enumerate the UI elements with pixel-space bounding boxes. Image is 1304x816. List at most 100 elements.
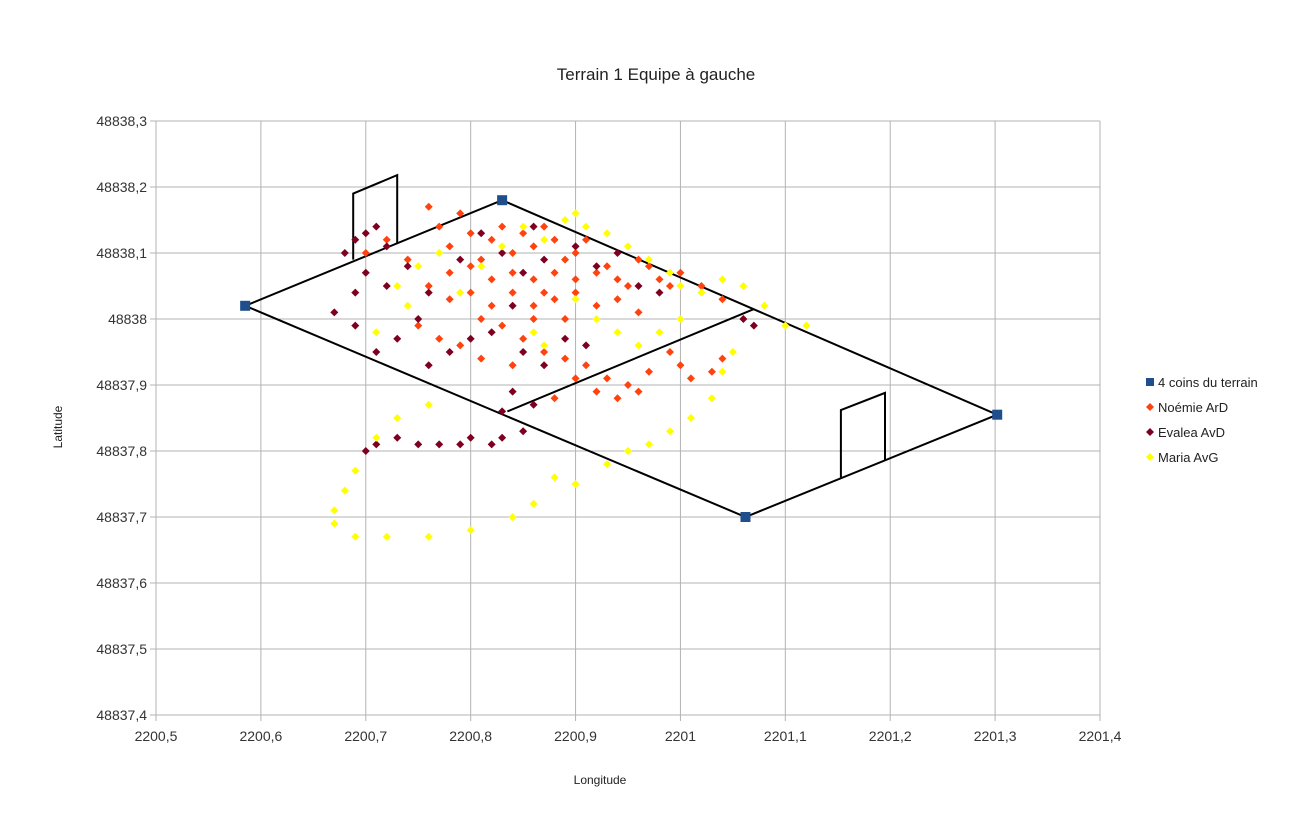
data-point [487, 235, 496, 244]
legend: 4 coins du terrain Noémie ArD Evalea AvD Ma… [1146, 375, 1258, 465]
x-tick-label: 2200,5 [135, 728, 178, 744]
data-point [477, 229, 486, 238]
data-point [739, 315, 748, 323]
x-tick-label: 2201,1 [764, 728, 807, 744]
data-point [571, 209, 580, 218]
data-point [414, 262, 423, 271]
data-point [540, 222, 549, 231]
data-point [718, 275, 727, 284]
data-point [665, 348, 674, 356]
data-point [498, 407, 507, 416]
data-point [508, 301, 517, 310]
data-point [372, 433, 381, 442]
x-tick-label: 2200,8 [449, 728, 492, 744]
data-point [718, 367, 727, 376]
data-point [351, 288, 360, 297]
data-point [603, 374, 612, 383]
legend-marker [1146, 428, 1154, 436]
data-point [529, 242, 538, 251]
data-point [393, 433, 402, 442]
data-point [676, 268, 685, 277]
data-point [613, 275, 622, 284]
data-point [372, 348, 381, 356]
legend-marker [1146, 453, 1154, 461]
data-point [498, 249, 507, 257]
corner-point [240, 300, 251, 311]
data-point [697, 288, 706, 297]
data-point [361, 268, 370, 277]
data-point [592, 387, 601, 396]
data-point [498, 321, 507, 330]
data-point [466, 433, 475, 442]
data-point [571, 374, 580, 383]
data-point [634, 308, 643, 317]
data-point [644, 255, 653, 264]
data-point [529, 315, 538, 323]
data-point [466, 229, 475, 238]
data-point [550, 235, 559, 244]
data-point [624, 447, 632, 455]
legend-label: Noémie ArD [1158, 400, 1228, 415]
data-point [634, 255, 643, 264]
y-axis-label: Latitude [51, 405, 65, 448]
data-point [655, 275, 664, 284]
y-tick-label: 48837,8 [96, 443, 147, 459]
legend-label: Evalea AvD [1158, 425, 1225, 440]
data-point [445, 242, 454, 251]
data-point [529, 275, 538, 284]
data-point [382, 235, 391, 244]
data-point [571, 249, 580, 257]
data-point [519, 427, 528, 436]
data-point [582, 341, 591, 350]
data-point [456, 209, 465, 218]
data-point [582, 361, 591, 370]
data-point [330, 308, 339, 317]
data-point [603, 262, 612, 271]
data-point [718, 295, 727, 304]
data-point [435, 249, 444, 257]
data-point [498, 222, 507, 231]
data-point [372, 328, 381, 337]
data-point [424, 361, 433, 370]
data-point [445, 348, 454, 356]
grid [155, 120, 1101, 716]
data-point [351, 321, 360, 330]
data-point [414, 321, 423, 330]
data-point [508, 288, 517, 297]
y-tick-label: 48838,1 [96, 245, 147, 261]
data-point [634, 341, 643, 350]
data-point [540, 348, 549, 356]
data-point [477, 255, 486, 264]
data-point [634, 282, 643, 290]
data-point [456, 341, 465, 350]
data-point [686, 374, 695, 383]
data-point [414, 315, 423, 323]
data-point [382, 242, 391, 251]
data-point [519, 268, 528, 277]
data-point [456, 440, 465, 449]
data-point [508, 513, 517, 521]
x-tick-label: 2201,3 [974, 728, 1017, 744]
data-point [508, 361, 517, 370]
data-point [361, 447, 370, 455]
data-point [540, 288, 549, 297]
data-point [571, 275, 580, 284]
data-point [361, 249, 370, 257]
field-line [244, 199, 1000, 519]
data-point [561, 315, 570, 323]
y-tick-label: 48838,3 [96, 113, 147, 129]
data-point [529, 222, 538, 231]
field-outline [244, 173, 1000, 519]
data-point [707, 367, 716, 376]
data-point [644, 262, 653, 271]
corner-point [740, 512, 751, 522]
x-tick-label: 2200,7 [344, 728, 387, 744]
data-point [707, 394, 716, 403]
data-point [571, 288, 580, 297]
x-tick-label: 2200,9 [554, 728, 597, 744]
data-point [340, 249, 349, 257]
data-point [561, 334, 570, 343]
data-point [435, 334, 444, 343]
data-point [613, 328, 622, 337]
data-point [592, 262, 601, 271]
